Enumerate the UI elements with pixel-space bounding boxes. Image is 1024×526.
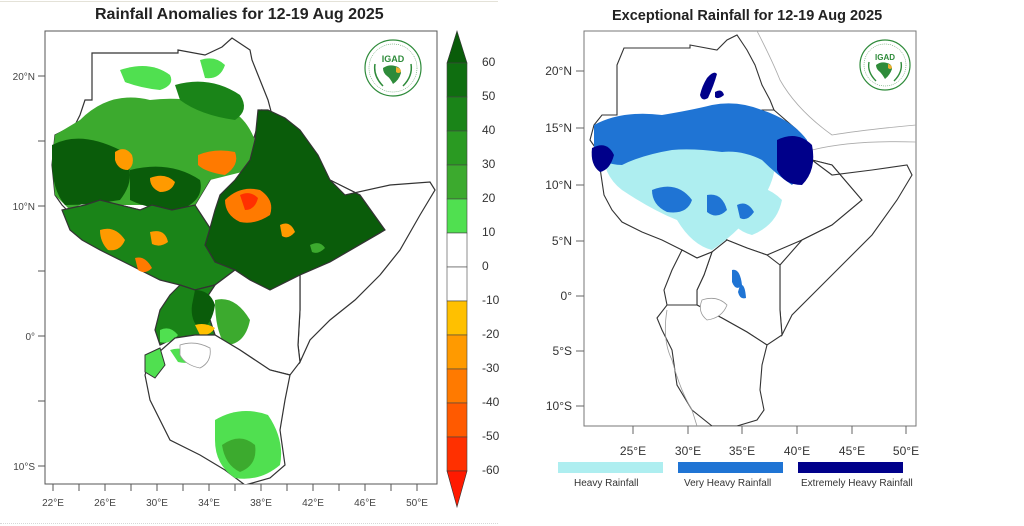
legend-swatch-very-heavy	[678, 462, 783, 473]
anomaly-map: 20°N 10°N 0° 10°S 22°E 26°E 30°E 34°E 38…	[13, 29, 468, 509]
colorbar-segment	[446, 300, 468, 336]
lat-label: 5°N	[552, 234, 572, 248]
rainfall-anomalies-panel: Rainfall Anomalies for 12-19 Aug 2025	[0, 0, 500, 526]
lon-label: 25°E	[620, 444, 646, 458]
anomaly-dry-south-sudan	[100, 228, 168, 273]
lon-label: 40°E	[784, 444, 810, 458]
colorbar-segment	[446, 402, 468, 438]
colorbar-segment	[446, 130, 468, 166]
lat-label: 20°N	[545, 64, 572, 78]
colorbar-segment	[446, 96, 468, 132]
axis-ticks	[38, 75, 418, 491]
lat-label: 10°S	[13, 462, 35, 473]
colorbar-segment	[446, 334, 468, 370]
exceptional-rainfall-panel: Exceptional Rainfall for 12-19 Aug 2025	[512, 0, 1024, 526]
lon-label: 45°E	[839, 444, 865, 458]
exceptional-map: 20°N 15°N 10°N 5°N 0° 5°S 10°S 25°E 30°E…	[545, 30, 919, 458]
land-rwanda-burundi	[144, 347, 166, 379]
lake-victoria	[699, 297, 728, 321]
lon-label: 50°E	[406, 498, 428, 509]
lon-label: 46°E	[354, 498, 376, 509]
bottom-divider	[0, 523, 498, 524]
lat-label: 20°N	[13, 72, 35, 83]
land-south-sudan	[61, 199, 237, 291]
lon-label: 50°E	[893, 444, 919, 458]
lon-label: 22°E	[42, 498, 64, 509]
colorbar-tick-label: 20	[482, 191, 496, 205]
legend-label-very-heavy: Very Heavy Rainfall	[684, 478, 772, 489]
lat-label: 10°N	[545, 178, 572, 192]
lon-label: 42°E	[302, 498, 324, 509]
lon-label: 30°E	[146, 498, 168, 509]
arabia-coast	[756, 31, 916, 136]
colorbar-segment	[446, 368, 468, 404]
lon-label: 38°E	[250, 498, 272, 509]
very-heavy-rainfall-areas	[594, 103, 808, 299]
lat-label: 0°	[25, 332, 35, 343]
colorbar-bottom-arrow	[446, 470, 468, 509]
colorbar-tick-label: -60	[482, 463, 500, 477]
colorbar-segment	[446, 62, 468, 98]
logo-text: IGAD	[382, 54, 405, 64]
logo-text: IGAD	[875, 53, 895, 62]
anomaly-fill-north	[52, 58, 258, 210]
colorbar-segment	[446, 266, 468, 302]
left-map-title: Rainfall Anomalies for 12-19 Aug 2025	[95, 6, 384, 23]
igad-logo: IGAD	[859, 39, 911, 91]
yemen-coast	[811, 141, 916, 151]
colorbar-tick-label: 10	[482, 225, 496, 239]
lat-label: 15°N	[545, 121, 572, 135]
colorbar-tick-label: -50	[482, 429, 500, 443]
lake-tanganyika	[664, 309, 698, 426]
legend-label-extremely-heavy: Extremely Heavy Rainfall	[801, 478, 913, 489]
lat-label: 10°N	[13, 202, 35, 213]
top-divider	[0, 1, 498, 2]
land-somalia	[779, 159, 913, 338]
lake-victoria	[179, 342, 211, 369]
lon-label: 34°E	[198, 498, 220, 509]
right-map-title: Exceptional Rainfall for 12-19 Aug 2025	[612, 8, 883, 24]
anomaly-fill-tanzania	[170, 348, 282, 479]
lon-label: 26°E	[94, 498, 116, 509]
anomaly-dry-ethiopia	[225, 188, 325, 253]
colorbar-tick-label: 50	[482, 89, 496, 103]
colorbar-tick-label: 60	[482, 55, 496, 69]
colorbar-tick-label: -10	[482, 293, 500, 307]
colorbar-segment	[446, 232, 468, 268]
axis-ticks	[576, 70, 907, 434]
colorbar-tick-label: 30	[482, 157, 496, 171]
igad-logo: IGAD	[364, 39, 422, 97]
lon-label: 35°E	[729, 444, 755, 458]
colorbar-segment	[446, 198, 468, 234]
legend-swatch-heavy	[558, 462, 663, 473]
anomaly-fill-uganda	[160, 290, 250, 345]
colorbar-tick-label: -40	[482, 395, 500, 409]
lat-label: 10°S	[546, 399, 572, 413]
lat-label: 5°S	[553, 344, 572, 358]
extremely-heavy-rainfall-areas	[591, 72, 814, 185]
colorbar-tick-label: 40	[482, 123, 496, 137]
colorbar-tick-label: -20	[482, 327, 500, 341]
heavy-rainfall-areas	[602, 135, 782, 250]
lat-label: 0°	[561, 289, 573, 303]
colorbar-top-arrow	[446, 29, 468, 64]
legend-label-heavy: Heavy Rainfall	[574, 478, 639, 489]
colorbar-segment	[446, 164, 468, 200]
colorbar	[446, 29, 468, 509]
land-somalia	[297, 179, 436, 365]
colorbar-segment	[446, 436, 468, 472]
colorbar-tick-label: -30	[482, 361, 500, 375]
lon-label: 30°E	[675, 444, 701, 458]
legend-swatch-extremely-heavy	[798, 462, 903, 473]
colorbar-tick-label: 0	[482, 259, 489, 273]
